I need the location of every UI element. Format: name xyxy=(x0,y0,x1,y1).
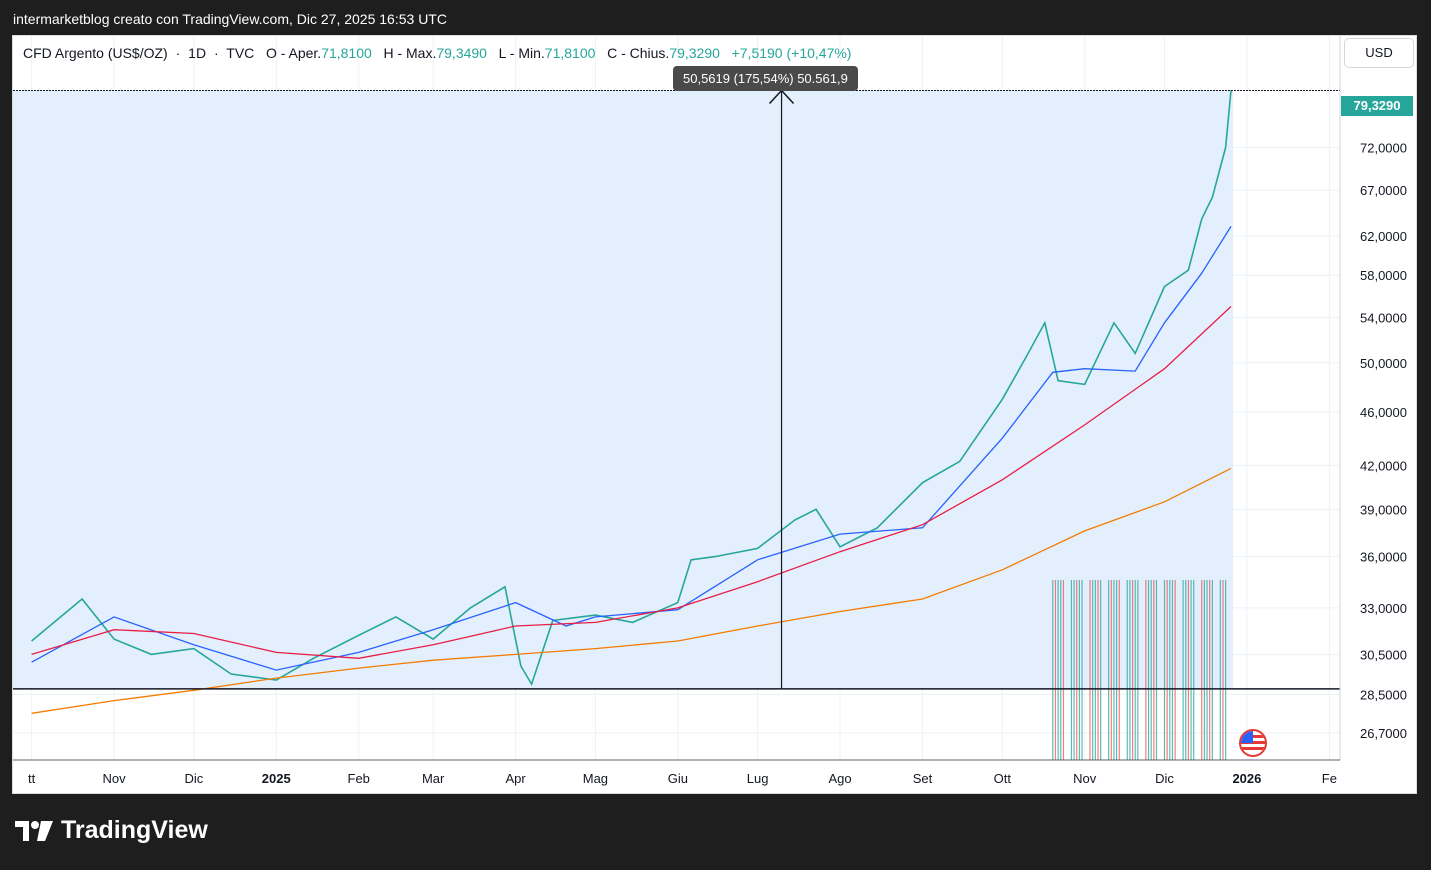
legend-symbol[interactable]: CFD Argento (US$/OZ) xyxy=(23,45,168,61)
legend-change: +7,5190 (+10,47%) xyxy=(731,45,852,61)
x-tick-label: 2026 xyxy=(1232,771,1261,786)
legend: CFD Argento (US$/OZ) · 1D · TVC O - Aper… xyxy=(23,45,851,61)
flag-stripe xyxy=(1241,747,1265,750)
x-tick-label: 2025 xyxy=(262,771,291,786)
price-axis[interactable] xyxy=(1340,36,1417,794)
x-tick-label: Set xyxy=(913,771,933,786)
legend-separator: · xyxy=(213,45,219,61)
legend-source: TVC xyxy=(226,45,255,61)
y-tick-label: 26,7000 xyxy=(1360,726,1407,741)
y-tick-label: 54,0000 xyxy=(1360,310,1407,325)
last-price-tag: 79,3290 xyxy=(1341,96,1413,116)
flag-stripe xyxy=(1241,741,1265,744)
y-tick-label: 39,0000 xyxy=(1360,502,1407,517)
brand: TradingView xyxy=(15,816,208,845)
x-tick-label: Giu xyxy=(668,771,688,786)
legend-high-label: H - Max. xyxy=(383,45,437,61)
y-tick-label: 67,0000 xyxy=(1360,183,1407,198)
flag-canton xyxy=(1241,731,1253,743)
x-tick-label: Mar xyxy=(422,771,445,786)
time-axis[interactable] xyxy=(13,760,1417,794)
legend-open-value: 71,8100 xyxy=(321,45,372,61)
legend-low-value: 71,8100 xyxy=(544,45,596,61)
currency-button[interactable]: USD xyxy=(1344,38,1414,68)
x-tick-label: Dic xyxy=(1155,771,1174,786)
x-tick-label: tt xyxy=(28,771,36,786)
y-tick-label: 28,5000 xyxy=(1360,687,1407,702)
top-bar: intermarketblog creato con TradingView.c… xyxy=(0,0,1431,36)
legend-close-label: C - Chius. xyxy=(607,45,670,61)
x-tick-label: Fe xyxy=(1322,771,1337,786)
chart-frame[interactable]: 72,0000 67,0000 62,0000 58,0000 54,0000 50,00… xyxy=(12,35,1417,794)
y-tick-label: 50,0000 xyxy=(1360,356,1407,371)
y-tick-label: 58,0000 xyxy=(1360,268,1407,283)
y-tick-label: 62,0000 xyxy=(1360,229,1407,244)
y-tick-label: 33,0000 xyxy=(1360,601,1407,616)
x-tick-label: Apr xyxy=(505,771,526,786)
x-tick-label: Ott xyxy=(994,771,1012,786)
us-flag-icon[interactable] xyxy=(1239,729,1267,757)
legend-interval: 1D xyxy=(188,45,207,61)
ma-short-line xyxy=(31,226,1232,671)
y-tick-label: 36,0000 xyxy=(1360,550,1407,565)
y-tick-label: 42,0000 xyxy=(1360,459,1407,474)
y-tick-label: 72,0000 xyxy=(1360,141,1407,156)
measure-area xyxy=(13,90,1233,689)
legend-low-label: L - Min. xyxy=(498,45,545,61)
ma-long-line xyxy=(31,467,1232,714)
x-tick-label: Mag xyxy=(583,771,608,786)
x-tick-label: Nov xyxy=(1073,771,1097,786)
y-tick-label: 30,5000 xyxy=(1360,647,1407,662)
flag-stripe xyxy=(1241,735,1265,738)
measure-tooltip: 50,5619 (175,54%) 50.561,9 xyxy=(673,66,858,91)
y-tick-label: 46,0000 xyxy=(1360,405,1407,420)
brand-name: TradingView xyxy=(61,816,208,844)
legend-high-value: 79,3490 xyxy=(436,45,487,61)
x-tick-label: Dic xyxy=(184,771,203,786)
legend-close-value: 79,3290 xyxy=(669,45,720,61)
x-tick-label: Nov xyxy=(102,771,126,786)
price-chart[interactable]: 72,0000 67,0000 62,0000 58,0000 54,0000 50,00… xyxy=(13,36,1417,794)
x-tick-label: Feb xyxy=(348,771,370,786)
legend-separator: · xyxy=(175,45,181,61)
tradingview-logo-icon xyxy=(15,820,53,841)
author-line: intermarketblog creato con TradingView.c… xyxy=(13,11,447,27)
x-tick-label: Ago xyxy=(828,771,851,786)
legend-open-label: O - Aper. xyxy=(265,45,322,61)
ma-mid-line xyxy=(31,306,1232,659)
x-tick-label: Lug xyxy=(747,771,769,786)
price-line xyxy=(31,90,1232,687)
